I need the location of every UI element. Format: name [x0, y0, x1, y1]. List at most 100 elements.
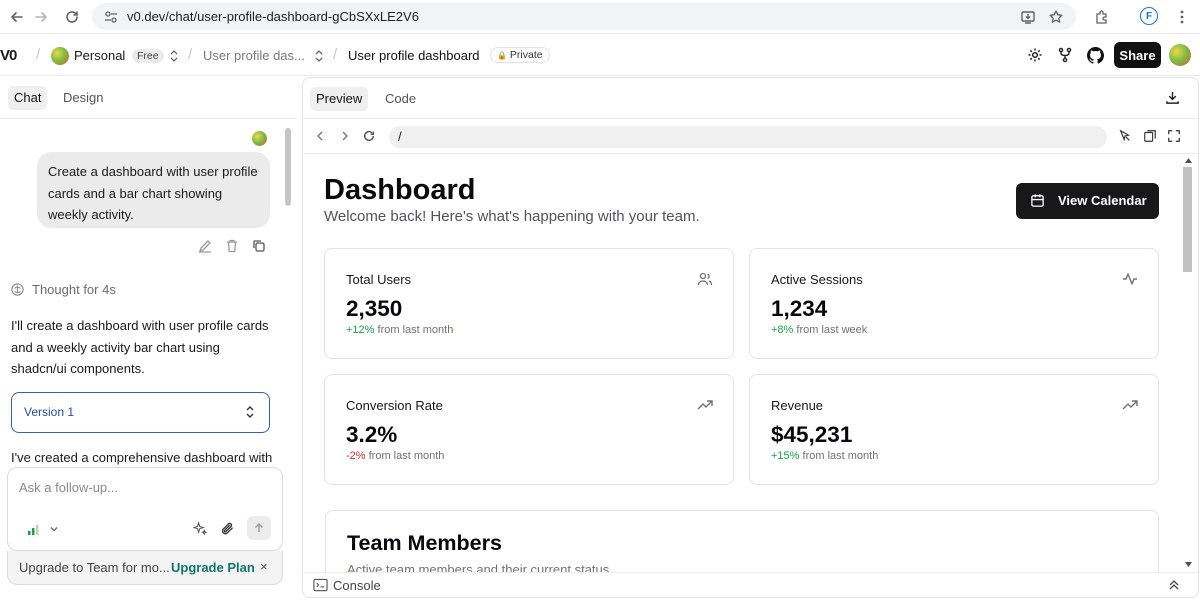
delta-percent: +15%: [771, 450, 800, 462]
stat-title: Conversion Rate: [346, 398, 443, 413]
expand-chevrons-up-icon[interactable]: [1168, 579, 1180, 591]
stat-title: Total Users: [346, 272, 412, 287]
github-icon[interactable]: [1082, 42, 1108, 68]
chevron-updown-icon[interactable]: [168, 49, 180, 63]
chevron-updown-icon[interactable]: [313, 49, 325, 63]
chat-title[interactable]: User profile dashboard: [348, 48, 480, 63]
send-button[interactable]: [247, 516, 271, 540]
settings-gear-icon[interactable]: [1022, 42, 1048, 68]
private-badge: 🔒 Private: [490, 47, 550, 63]
breadcrumb-separator: /: [188, 46, 193, 63]
download-icon[interactable]: [1165, 90, 1180, 105]
preview-panel: Preview Code / Dashboard Welcome back! H…: [302, 77, 1199, 598]
browser-toolbar: v0.dev/chat/user-profile-dashboard-gCbSX…: [0, 0, 1200, 34]
console-bar[interactable]: Console: [303, 572, 1198, 597]
followup-input[interactable]: Ask a follow-up...: [19, 480, 118, 495]
followup-input-box[interactable]: Ask a follow-up...: [7, 467, 283, 551]
preview-refresh-icon[interactable]: [362, 129, 376, 143]
activity-icon: [1122, 271, 1138, 287]
stat-title: Active Sessions: [771, 272, 863, 287]
preview-back-icon[interactable]: [314, 130, 326, 142]
v0-logo[interactable]: V0: [0, 47, 17, 64]
attach-paperclip-icon[interactable]: [220, 521, 235, 536]
url-text: v0.dev/chat/user-profile-dashboard-gCbSX…: [127, 9, 419, 24]
stat-card-conversion-rate: Conversion Rate 3.2% -2% from last month: [324, 374, 734, 485]
lock-icon: 🔒: [497, 51, 507, 60]
delete-trash-icon[interactable]: [224, 238, 242, 256]
trending-up-icon: [697, 397, 713, 413]
preview-content[interactable]: Dashboard Welcome back! Here's what's ha…: [303, 153, 1198, 572]
share-button[interactable]: Share: [1114, 42, 1161, 68]
chat-scrollbar[interactable]: [285, 128, 291, 206]
preview-path: /: [398, 129, 402, 144]
stat-card-total-users: Total Users 2,350 +12% from last month: [324, 248, 734, 359]
delta-suffix: from last month: [374, 324, 454, 336]
version-selector[interactable]: Version 1: [11, 392, 270, 433]
forward-icon[interactable]: [30, 6, 52, 28]
stat-delta: +12% from last month: [346, 324, 453, 336]
model-signal-icon[interactable]: [27, 523, 41, 535]
stat-value: 3.2%: [346, 422, 398, 447]
workspace-name[interactable]: Personal: [74, 48, 126, 63]
chevron-updown-icon: [244, 405, 256, 419]
app-header: V0 / Personal Free / User profile das...…: [0, 35, 1200, 76]
arrow-up-icon: [255, 523, 263, 532]
element-select-cursor-icon[interactable]: [1118, 129, 1132, 143]
extensions-icon[interactable]: [1091, 6, 1113, 28]
upgrade-text: Upgrade to Team for mo...: [19, 560, 170, 575]
fork-icon[interactable]: [1052, 42, 1078, 68]
tab-preview[interactable]: Preview: [310, 87, 369, 111]
profile-avatar[interactable]: F: [1140, 7, 1158, 25]
stat-title: Revenue: [771, 398, 824, 413]
preview-forward-icon[interactable]: [339, 130, 351, 142]
user-avatar[interactable]: [1169, 44, 1191, 66]
address-bar[interactable]: v0.dev/chat/user-profile-dashboard-gCbSX…: [92, 3, 1076, 30]
preview-scrollbar[interactable]: [1182, 154, 1194, 572]
stat-card-active-sessions: Active Sessions 1,234 +8% from last week: [749, 248, 1159, 359]
menu-kebab-icon[interactable]: [1171, 6, 1193, 28]
tab-design[interactable]: Design: [63, 90, 104, 105]
sparkle-enhance-icon[interactable]: [193, 521, 208, 536]
assistant-followup-message: I've created a comprehensive dashboard w…: [11, 450, 273, 465]
version-label: Version 1: [24, 405, 75, 419]
chat-messages[interactable]: Create a dashboard with user profile car…: [0, 118, 297, 504]
tab-code[interactable]: Code: [385, 91, 417, 106]
tab-chat[interactable]: Chat: [8, 86, 48, 110]
breadcrumb-separator: /: [36, 46, 41, 63]
stat-value: 2,350: [346, 296, 403, 321]
project-dropdown[interactable]: User profile das...: [203, 48, 305, 63]
open-new-window-icon[interactable]: [1143, 129, 1157, 143]
stat-card-revenue: Revenue $45,231 +15% from last month: [749, 374, 1159, 485]
divider: [303, 118, 1198, 119]
view-calendar-button[interactable]: View Calendar: [1016, 183, 1159, 219]
upgrade-plan-link[interactable]: Upgrade Plan: [171, 560, 255, 575]
reload-icon[interactable]: [61, 6, 83, 28]
install-app-icon[interactable]: [1017, 6, 1039, 28]
delta-percent: +12%: [346, 324, 375, 336]
fullscreen-icon[interactable]: [1167, 129, 1181, 143]
thought-brain-icon: [10, 282, 25, 297]
user-message-avatar: [252, 131, 267, 146]
chevron-down-icon[interactable]: [49, 524, 59, 534]
bookmark-star-icon[interactable]: [1045, 6, 1067, 28]
close-icon[interactable]: ×: [260, 559, 268, 574]
scroll-down-arrow-icon[interactable]: [1185, 562, 1192, 567]
delta-suffix: from last month: [799, 450, 879, 462]
workspace-avatar: [51, 47, 69, 65]
stat-value: 1,234: [771, 296, 828, 321]
site-settings-icon[interactable]: [104, 10, 118, 24]
back-icon[interactable]: [6, 6, 28, 28]
thought-duration[interactable]: Thought for 4s: [32, 282, 116, 297]
stat-delta: -2% from last month: [346, 450, 444, 462]
team-members-card: Team Members Active team members and the…: [325, 510, 1159, 572]
dashboard-subtitle: Welcome back! Here's what's happening wi…: [324, 208, 700, 225]
preview-path-input[interactable]: /: [389, 126, 1107, 148]
edit-pencil-icon[interactable]: [197, 238, 215, 256]
team-members-subtitle: Active team members and their current st…: [347, 562, 610, 572]
copy-icon[interactable]: [251, 238, 269, 256]
scroll-thumb[interactable]: [1183, 167, 1192, 272]
stat-delta: +15% from last month: [771, 450, 878, 462]
team-members-title: Team Members: [347, 531, 502, 555]
trending-up-icon: [1122, 397, 1138, 413]
scroll-up-arrow-icon[interactable]: [1185, 158, 1192, 163]
